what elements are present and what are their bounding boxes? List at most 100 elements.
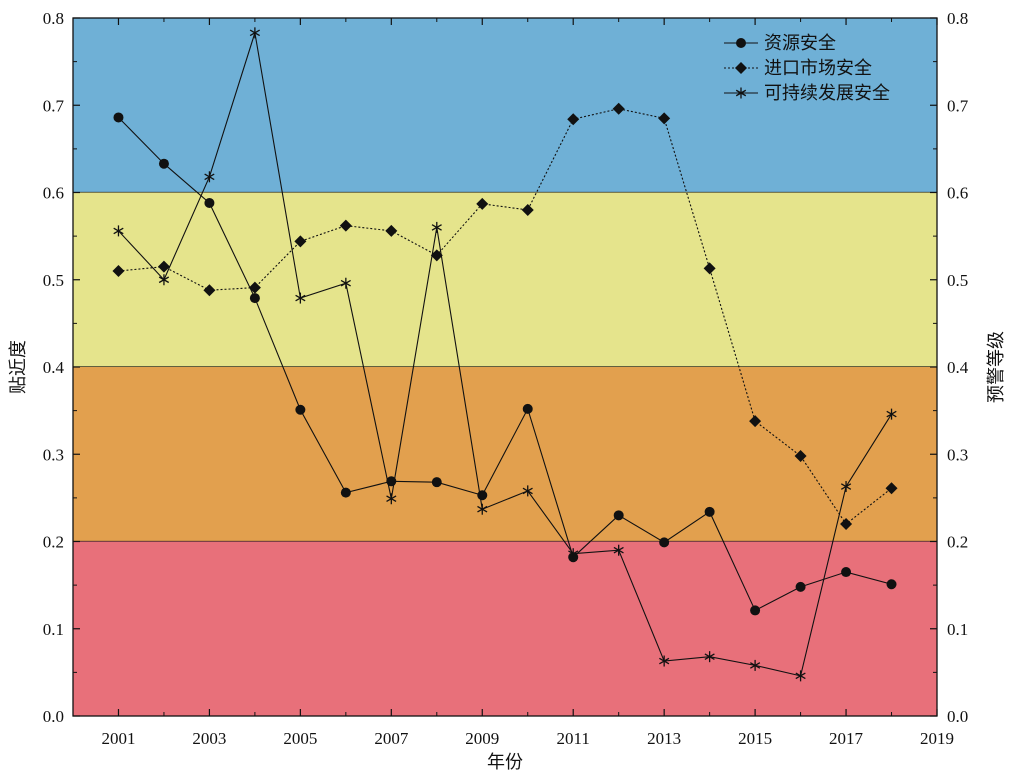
data-point-asterisk: [113, 225, 124, 237]
data-point-asterisk: [522, 485, 533, 497]
series-1: [112, 102, 898, 531]
x-tick-label: 2017: [829, 729, 864, 748]
asterisk-stroke: [204, 173, 215, 181]
asterisk-stroke: [840, 483, 852, 490]
data-point-asterisk: [795, 670, 806, 682]
data-point-circle: [249, 293, 260, 304]
data-point-diamond: [521, 203, 534, 216]
data-point-diamond: [749, 415, 762, 428]
data-point-asterisk: [249, 27, 261, 39]
data-point-asterisk: [840, 481, 852, 493]
y-tick-label: 0.1: [43, 620, 64, 639]
series-line-1: [118, 108, 892, 525]
x-tick-label: 2003: [192, 729, 226, 748]
asterisk-stroke: [522, 487, 533, 495]
data-point-diamond: [735, 62, 747, 74]
data-point-asterisk: [568, 548, 579, 560]
x-tick-label: 2007: [374, 729, 409, 748]
y2-tick-label: 0.1: [947, 620, 968, 639]
band-3: [73, 541, 937, 716]
data-point-circle: [750, 605, 761, 616]
data-point-circle: [477, 490, 488, 501]
asterisk-stroke: [613, 546, 624, 554]
data-point-circle: [295, 404, 306, 415]
data-point-diamond: [203, 284, 216, 297]
data-point-asterisk: [613, 544, 624, 556]
y-tick-label: 0.2: [43, 533, 64, 552]
legend-item-0: 资源安全: [724, 33, 836, 53]
data-point-asterisk: [735, 87, 747, 99]
data-point-diamond: [885, 482, 898, 495]
y-axis-title: 贴近度: [8, 340, 28, 394]
y2-tick-label: 0.0: [947, 707, 968, 726]
y-tick-label: 0.4: [43, 358, 65, 377]
y2-tick-label: 0.5: [947, 271, 968, 290]
y2-tick-label: 0.4: [947, 358, 969, 377]
x-tick-label: 2005: [283, 729, 317, 748]
x-tick-label: 2001: [101, 729, 135, 748]
data-point-circle: [204, 197, 215, 208]
data-point-circle: [113, 112, 124, 123]
y2-tick-label: 0.8: [947, 9, 968, 28]
data-point-diamond: [112, 265, 125, 278]
data-point-asterisk: [158, 274, 170, 286]
x-tick-label: 2013: [647, 729, 681, 748]
y2-tick-label: 0.6: [947, 184, 968, 203]
data-point-diamond: [294, 235, 307, 248]
warning-bands: [73, 18, 937, 716]
y2-tick-label: 0.3: [947, 445, 968, 464]
asterisk-stroke: [704, 653, 715, 660]
x-tick-label: 2011: [557, 729, 590, 748]
data-point-diamond: [612, 102, 625, 115]
legend-label: 资源安全: [764, 33, 836, 53]
data-point-circle: [340, 487, 351, 498]
data-point-circle: [522, 403, 533, 414]
legend-label: 可持续发展安全: [764, 83, 890, 103]
data-point-asterisk: [431, 221, 442, 233]
x-axis-title: 年份: [487, 752, 523, 772]
data-point-circle: [736, 38, 746, 48]
x-tick-label: 2009: [465, 729, 499, 748]
data-point-circle: [841, 567, 852, 578]
series-2: [113, 27, 897, 682]
data-point-circle: [659, 537, 670, 548]
legend-item-2: 可持续发展安全: [724, 83, 890, 103]
asterisk-stroke: [249, 29, 261, 37]
y-tick-label: 0.5: [43, 271, 64, 290]
data-point-circle: [158, 158, 169, 169]
data-point-diamond: [658, 112, 671, 125]
asterisk-stroke: [340, 279, 351, 287]
series-layer: [112, 27, 898, 682]
data-point-circle: [613, 510, 624, 521]
data-point-diamond: [703, 262, 716, 275]
data-point-diamond: [157, 260, 170, 273]
x-tick-label: 2015: [738, 729, 772, 748]
data-point-diamond: [385, 224, 398, 237]
asterisk-stroke: [749, 662, 761, 669]
data-point-diamond: [476, 197, 489, 210]
asterisk-stroke: [431, 224, 442, 231]
data-point-diamond: [794, 449, 807, 462]
asterisk-stroke: [659, 657, 670, 665]
data-point-asterisk: [704, 651, 715, 663]
data-point-asterisk: [295, 292, 306, 304]
data-point-diamond: [840, 518, 853, 531]
asterisk-stroke: [386, 495, 397, 503]
data-point-circle: [704, 506, 715, 517]
data-point-circle: [886, 579, 897, 590]
y-tick-label: 0.8: [43, 9, 64, 28]
data-point-asterisk: [477, 503, 488, 515]
data-point-asterisk: [340, 277, 351, 289]
asterisk-stroke: [568, 550, 579, 558]
series-line-2: [118, 32, 892, 677]
y2-tick-label: 0.2: [947, 533, 968, 552]
data-point-asterisk: [386, 493, 397, 505]
y2-tick-label: 0.7: [947, 96, 969, 115]
data-point-asterisk: [749, 659, 761, 671]
data-point-circle: [431, 477, 442, 488]
asterisk-stroke: [795, 672, 806, 680]
legend-item-1: 进口市场安全: [724, 58, 872, 78]
data-point-asterisk: [204, 171, 215, 183]
